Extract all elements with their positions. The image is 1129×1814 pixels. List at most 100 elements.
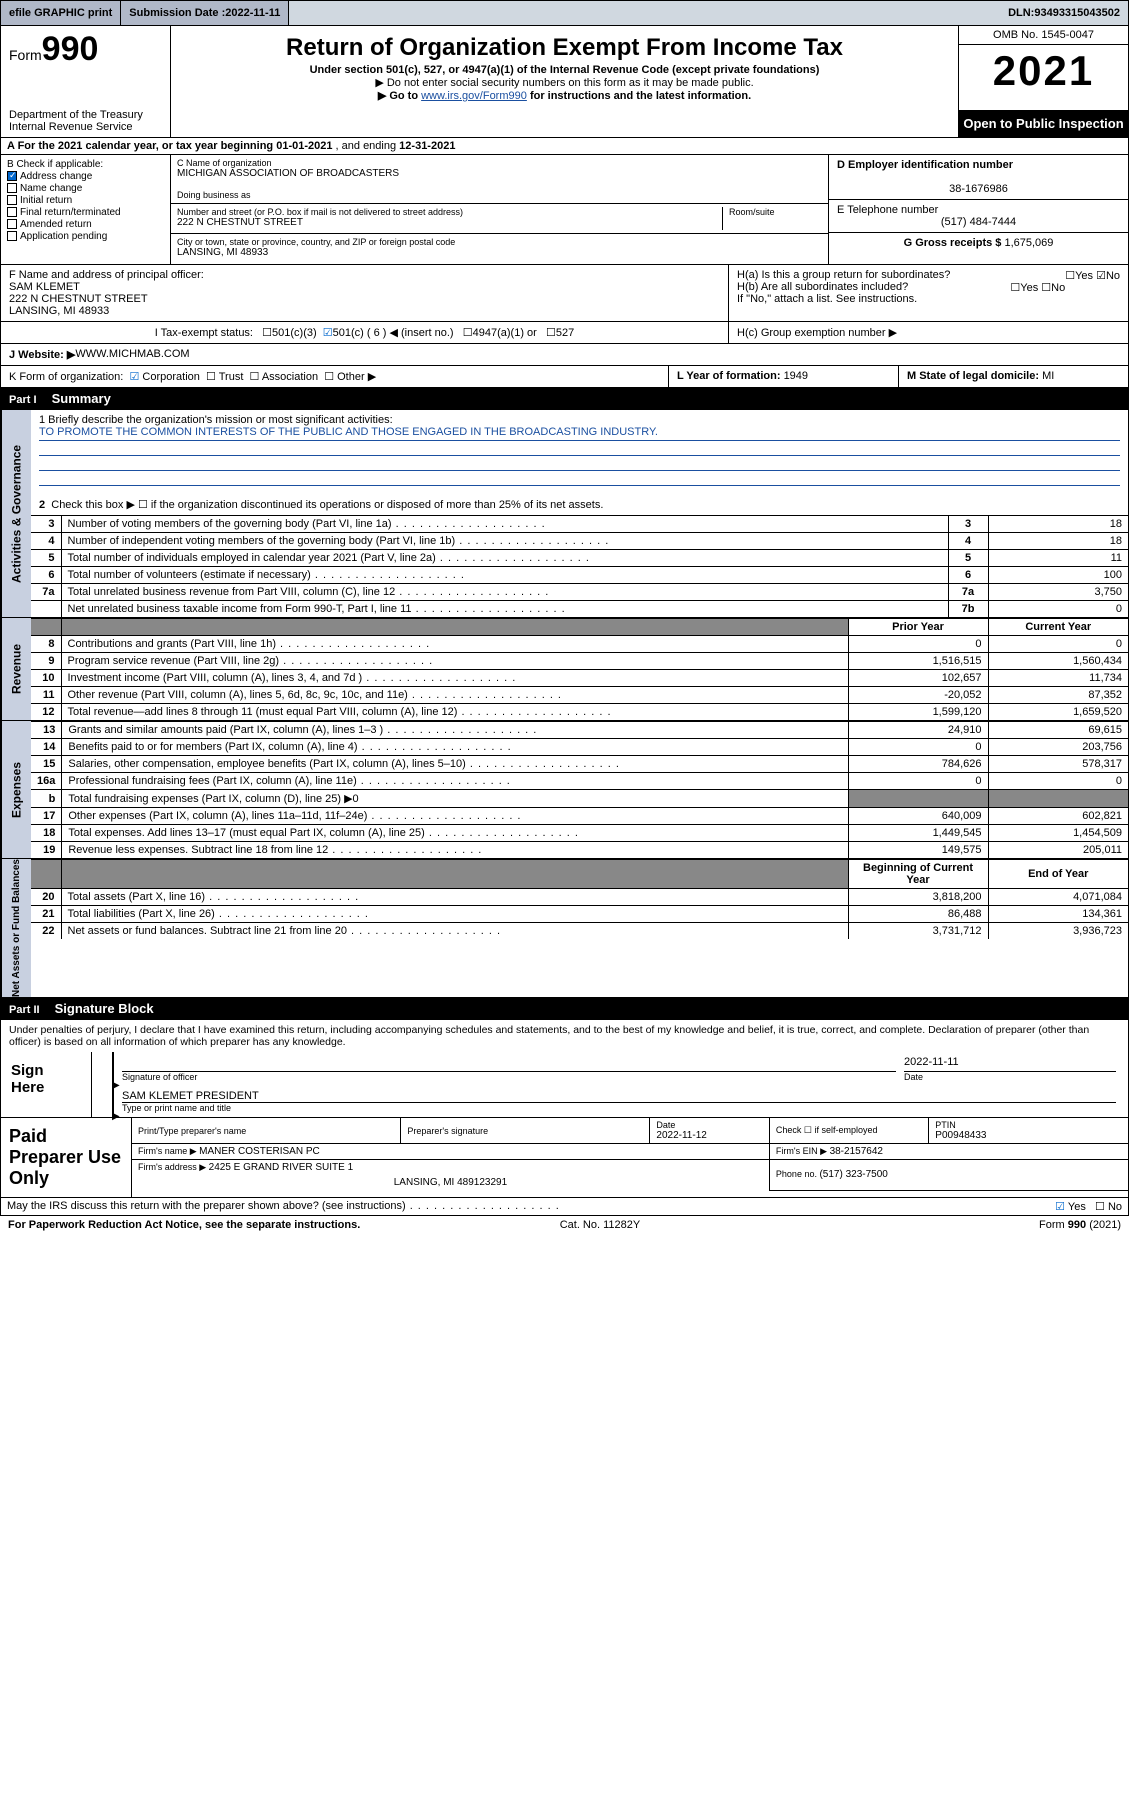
addr-label: Number and street (or P.O. box if mail i… — [177, 207, 722, 217]
mission-line: TO PROMOTE THE COMMON INTERESTS OF THE P… — [39, 426, 1120, 441]
col-c: C Name of organization MICHIGAN ASSOCIAT… — [171, 155, 828, 264]
checkbox-item[interactable]: Address change — [7, 171, 164, 182]
phone-val: (517) 323-7500 — [819, 1169, 887, 1180]
open-public-badge: Open to Public Inspection — [959, 110, 1128, 137]
hb-note: If "No," attach a list. See instructions… — [737, 293, 1120, 305]
table-row: 7aTotal unrelated business revenue from … — [31, 584, 1128, 601]
prep-h3-label: Date — [656, 1120, 763, 1130]
table-row: 21Total liabilities (Part X, line 26)86,… — [31, 906, 1128, 923]
d-label: D Employer identification number — [837, 159, 1013, 171]
cell-g-gross: G Gross receipts $ 1,675,069 — [829, 233, 1128, 253]
sig-line-2: SAM KLEMET PRESIDENT Type or print name … — [112, 1086, 1124, 1117]
revenue-block: Revenue Prior YearCurrent Year8Contribut… — [0, 618, 1129, 721]
no-label2: No — [1051, 282, 1065, 294]
row-a-label: A For the 2021 calendar year, or tax yea… — [7, 140, 276, 152]
row-j: J Website: ▶ WWW.MICHMAB.COM — [0, 344, 1129, 366]
submission-date-button[interactable]: Submission Date : 2022-11-11 — [121, 1, 289, 25]
prep-h3-val: 2022-11-12 — [656, 1130, 763, 1141]
i-o2: 501(c) ( 6 ) ◀ (insert no.) — [333, 326, 454, 339]
firm-val: MANER COSTERISAN PC — [199, 1146, 320, 1157]
g-val: 1,675,069 — [1004, 237, 1053, 249]
j-label: J Website: ▶ — [9, 348, 75, 361]
row-k: K Form of organization: ☑ Corporation ☐ … — [1, 366, 668, 387]
footer-r-b: 990 — [1068, 1219, 1086, 1231]
dln-val: 93493315043502 — [1034, 7, 1120, 19]
net-table: Beginning of Current YearEnd of Year20To… — [31, 859, 1128, 939]
hb-label: H(b) Are all subordinates included? — [737, 281, 908, 293]
checkbox-item[interactable]: Final return/terminated — [7, 207, 164, 218]
l-label: L Year of formation: — [677, 370, 784, 382]
net-tab: Net Assets or Fund Balances — [1, 859, 31, 997]
h-b: H(b) Are all subordinates included? ☐Yes… — [737, 281, 1120, 293]
k-o3: Association — [262, 371, 318, 383]
l-val: 1949 — [784, 370, 808, 382]
cell-c-addr: Number and street (or P.O. box if mail i… — [171, 204, 828, 234]
table-row: bTotal fundraising expenses (Part IX, co… — [31, 790, 1128, 808]
part-ii-title: Signature Block — [55, 1001, 154, 1016]
g-label: G Gross receipts $ — [904, 237, 1005, 249]
part-i-label: Part I — [9, 394, 37, 406]
row-m: M State of legal domicile: MI — [898, 366, 1128, 387]
preparer-block: Paid Preparer Use Only Print/Type prepar… — [0, 1118, 1129, 1198]
header-left: Form990 Department of the Treasury Inter… — [1, 26, 171, 137]
checkbox-item[interactable]: Name change — [7, 183, 164, 194]
subtitle-3: ▶ Go to www.irs.gov/Form990 for instruct… — [177, 89, 952, 102]
city-val: LANSING, MI 48933 — [177, 247, 822, 258]
i-o1: 501(c)(3) — [272, 327, 317, 339]
revenue-body: Prior YearCurrent Year8Contributions and… — [31, 618, 1128, 720]
prep-h5-label: PTIN — [935, 1120, 1122, 1130]
sig-officer-label: Signature of officer — [122, 1072, 896, 1082]
d-val: 38-1676986 — [837, 183, 1120, 195]
mission-line-4 — [39, 471, 1120, 486]
discuss-no: No — [1108, 1201, 1122, 1213]
col-f: F Name and address of principal officer:… — [1, 265, 728, 321]
table-row: 12Total revenue—add lines 8 through 11 (… — [31, 704, 1128, 721]
form-num: 990 — [42, 30, 99, 68]
form-number: Form990 — [9, 30, 162, 69]
footer-r-post: (2021) — [1089, 1219, 1121, 1231]
efile-print-button[interactable]: efile GRAPHIC print — [1, 1, 121, 25]
table-row: 8Contributions and grants (Part VIII, li… — [31, 636, 1128, 653]
preparer-title: Paid Preparer Use Only — [1, 1118, 131, 1197]
checkbox-item[interactable]: Application pending — [7, 231, 164, 242]
firm-label: Firm's name ▶ — [138, 1146, 199, 1156]
sig-declaration: Under penalties of perjury, I declare th… — [1, 1020, 1128, 1052]
table-row: 4Number of independent voting members of… — [31, 533, 1128, 550]
section-bcd: B Check if applicable: Address changeNam… — [0, 155, 1129, 265]
table-row: 20Total assets (Part X, line 16)3,818,20… — [31, 889, 1128, 906]
sig-date-label: Date — [904, 1072, 1116, 1082]
submission-date: 2022-11-11 — [225, 7, 280, 19]
page-footer: For Paperwork Reduction Act Notice, see … — [0, 1216, 1129, 1234]
e-val: (517) 484-7444 — [837, 216, 1120, 228]
signature-block: Under penalties of perjury, I declare th… — [0, 1020, 1129, 1118]
ein-label: Firm's EIN ▶ — [776, 1146, 830, 1156]
net-block: Net Assets or Fund Balances Beginning of… — [0, 859, 1129, 998]
row-a-begin: 01-01-2021 — [276, 140, 332, 152]
q1-label: 1 Briefly describe the organization's mi… — [39, 414, 1120, 426]
gov-table: 3Number of voting members of the governi… — [31, 515, 1128, 617]
instructions-link[interactable]: www.irs.gov/Form990 — [421, 90, 527, 102]
col-b: B Check if applicable: Address changeNam… — [1, 155, 171, 264]
q2-text: Check this box ▶ ☐ if the organization d… — [51, 499, 603, 511]
sig-name-val: SAM KLEMET PRESIDENT — [122, 1090, 1116, 1103]
dba-label: Doing business as — [177, 190, 822, 200]
table-row: 3Number of voting members of the governi… — [31, 516, 1128, 533]
k-o1: Corporation — [142, 371, 199, 383]
k-o2: Trust — [219, 371, 244, 383]
dept-treasury: Department of the Treasury — [9, 109, 162, 121]
row-i: I Tax-exempt status: ☐ 501(c)(3) ☑ 501(c… — [0, 322, 1129, 344]
col-d: D Employer identification number 38-1676… — [828, 155, 1128, 264]
k-label: K Form of organization: — [9, 371, 123, 383]
no-label: No — [1106, 270, 1120, 282]
table-row: 16aProfessional fundraising fees (Part I… — [31, 773, 1128, 790]
table-row: 15Salaries, other compensation, employee… — [31, 756, 1128, 773]
top-bar: efile GRAPHIC print Submission Date : 20… — [0, 0, 1129, 26]
checkbox-item[interactable]: Initial return — [7, 195, 164, 206]
tax-year: 2021 — [959, 45, 1128, 97]
checkbox-item[interactable]: Amended return — [7, 219, 164, 230]
ein-val: 38-2157642 — [830, 1146, 883, 1157]
form-pre: Form — [9, 47, 42, 63]
dln-label: DLN: — [1008, 7, 1034, 19]
col-h: H(a) Is this a group return for subordin… — [728, 265, 1128, 321]
row-a-mid: , and ending — [336, 140, 400, 152]
